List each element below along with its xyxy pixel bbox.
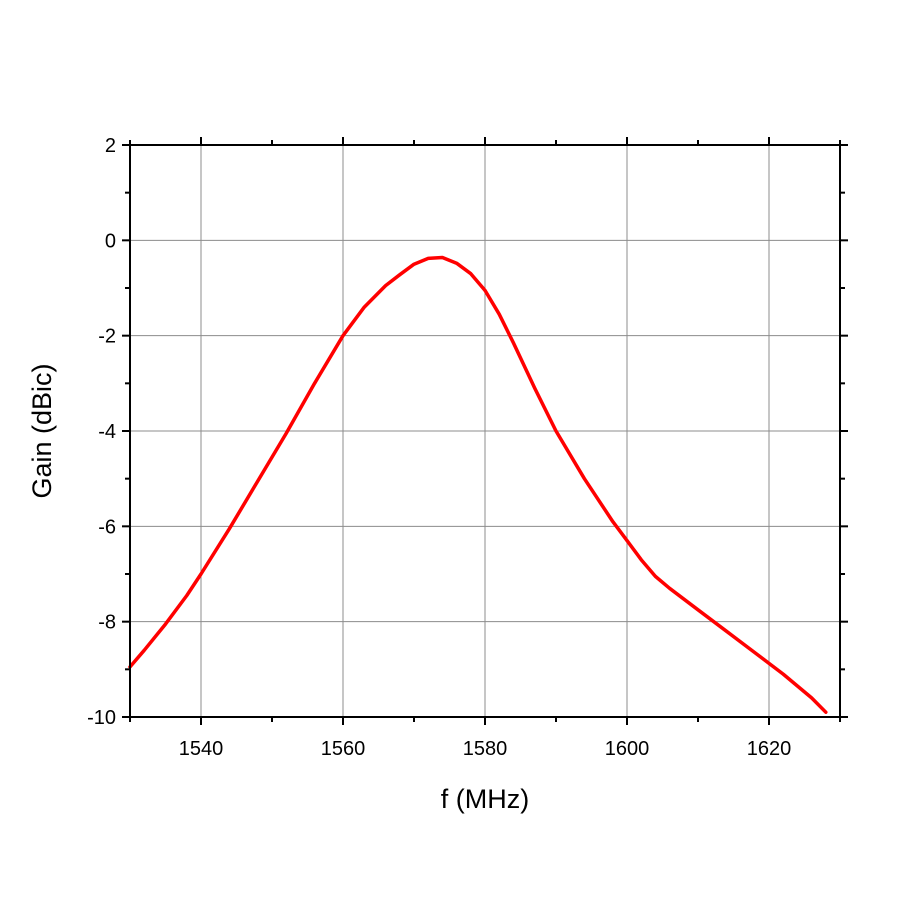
axes: [122, 137, 848, 725]
x-tick-label: 1600: [605, 738, 650, 760]
tick-labels: 1540 1560 1580 1600 1620 2 0 -2 -4 -6 -8 -10: [87, 135, 791, 760]
y-tick-label: -2: [98, 326, 116, 348]
x-axis-title: f (MHz): [441, 784, 529, 814]
y-tick-label: 0: [105, 230, 116, 252]
x-tick-label: 1620: [747, 738, 792, 760]
y-tick-label: -8: [98, 612, 116, 634]
series-layer: [128, 255, 828, 714]
y-tick-label: -10: [87, 707, 116, 729]
x-tick-label: 1540: [179, 738, 224, 760]
y-tick-label: -4: [98, 421, 116, 443]
y-tick-label: -6: [98, 516, 116, 538]
y-axis-title: Gain (dBic): [27, 363, 57, 498]
y-tick-label: 2: [105, 135, 116, 157]
x-tick-label: 1580: [463, 738, 508, 760]
x-tick-label: 1560: [321, 738, 366, 760]
gain-curve: [128, 255, 828, 714]
grid-lines: [130, 145, 840, 717]
